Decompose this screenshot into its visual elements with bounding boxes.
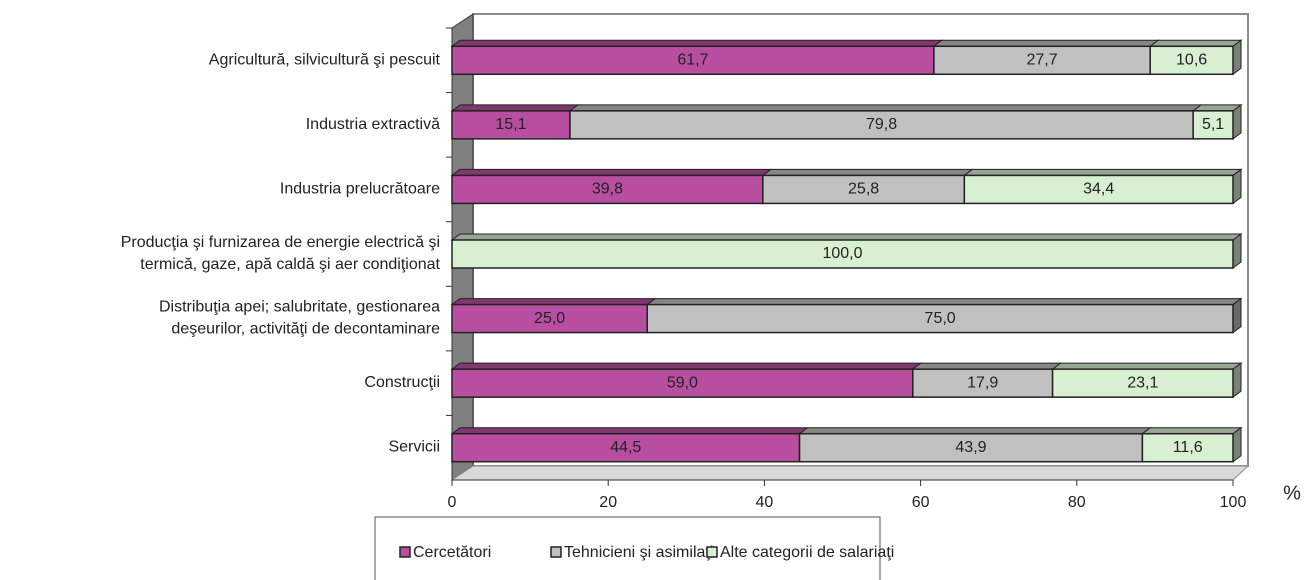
- bar: [451, 239, 1234, 269]
- legend-marker: [706, 546, 718, 558]
- legend-marker: [399, 546, 411, 558]
- legend-label: Cercetători: [413, 544, 491, 561]
- bar-top: [798, 427, 1152, 435]
- bar: [1192, 110, 1234, 140]
- floor: [450, 465, 1250, 481]
- legend-label: Tehnicieni şi asimilaţi: [564, 544, 713, 561]
- bar: [646, 303, 1234, 334]
- bar-side: [1232, 103, 1242, 140]
- bar-top: [761, 168, 974, 176]
- data-label: 39,8: [592, 181, 623, 198]
- bar: [912, 368, 1054, 398]
- x-tick-label: 40: [756, 494, 774, 511]
- data-label: 59,0: [667, 374, 698, 391]
- x-tick-label: 20: [599, 494, 617, 511]
- bar: [451, 303, 648, 334]
- y-tick-label: Producţia şi furnizarea de energie elect…: [121, 234, 441, 273]
- bar: [1149, 45, 1234, 76]
- data-label: 25,0: [534, 310, 565, 327]
- bar-side: [1232, 39, 1242, 76]
- data-label: 5,1: [1202, 116, 1224, 133]
- bar: [1051, 368, 1234, 398]
- bar-top: [932, 39, 1160, 47]
- bar: [1141, 432, 1234, 463]
- bar: [451, 368, 914, 398]
- data-label: 27,7: [1026, 52, 1057, 69]
- y-tick-label: Industria prelucrătoare: [280, 181, 440, 198]
- data-label: 44,5: [610, 439, 641, 456]
- data-label: 75,0: [925, 310, 956, 327]
- bar-top: [450, 427, 810, 435]
- bar-top: [450, 233, 1243, 241]
- legend: [374, 516, 881, 580]
- bar-side: [1232, 426, 1242, 463]
- y-tick-label: Servicii: [388, 439, 440, 456]
- bar: [762, 174, 966, 205]
- data-label: 34,4: [1083, 181, 1114, 198]
- bar-top: [450, 39, 944, 47]
- bar-side: [1232, 297, 1242, 334]
- bar-top: [450, 362, 923, 370]
- bar-top: [1051, 362, 1243, 370]
- bar: [798, 432, 1144, 463]
- bar-top: [962, 168, 1243, 176]
- y-tick-label: Industria extractivă: [306, 116, 440, 133]
- bar-top: [1148, 39, 1243, 47]
- bar-top: [1140, 427, 1243, 435]
- data-label: 100,0: [822, 245, 862, 262]
- bar: [963, 174, 1234, 205]
- bar: [451, 174, 764, 205]
- data-label: 25,8: [848, 181, 879, 198]
- legend-marker: [550, 546, 562, 558]
- bar-top: [645, 298, 1243, 306]
- data-label: 61,7: [677, 52, 708, 69]
- x-tick-label: 100: [1220, 494, 1247, 511]
- data-label: 10,6: [1176, 52, 1207, 69]
- bar-top: [911, 362, 1063, 370]
- bar-top: [450, 298, 657, 306]
- bar-top: [568, 104, 1203, 112]
- data-label: 43,9: [955, 439, 986, 456]
- y-tick-label: Distribuţia apei; salubritate, gestionar…: [159, 299, 440, 338]
- data-label: 23,1: [1127, 374, 1158, 391]
- legend-label: Alte categorii de salariaţi: [720, 544, 894, 561]
- x-tick-label: 60: [912, 494, 930, 511]
- x-tick-label: 80: [1068, 494, 1086, 511]
- bar-side: [1232, 168, 1242, 205]
- bar: [451, 110, 571, 140]
- y-tick-label: Construcţii: [364, 374, 440, 391]
- y-tick-label: Agricultură, silvicultură şi pescuit: [209, 52, 441, 69]
- bar-side: [1232, 362, 1242, 399]
- bar: [569, 110, 1194, 140]
- x-tick-label: 0: [448, 494, 457, 511]
- data-label: 17,9: [967, 374, 998, 391]
- bar-top: [450, 168, 773, 176]
- x-axis-label: %: [1283, 482, 1301, 504]
- bar-top: [450, 104, 580, 112]
- data-label: 15,1: [495, 116, 526, 133]
- bar-side: [1232, 233, 1242, 269]
- data-label: 11,6: [1173, 439, 1203, 456]
- data-label: 79,8: [866, 116, 897, 133]
